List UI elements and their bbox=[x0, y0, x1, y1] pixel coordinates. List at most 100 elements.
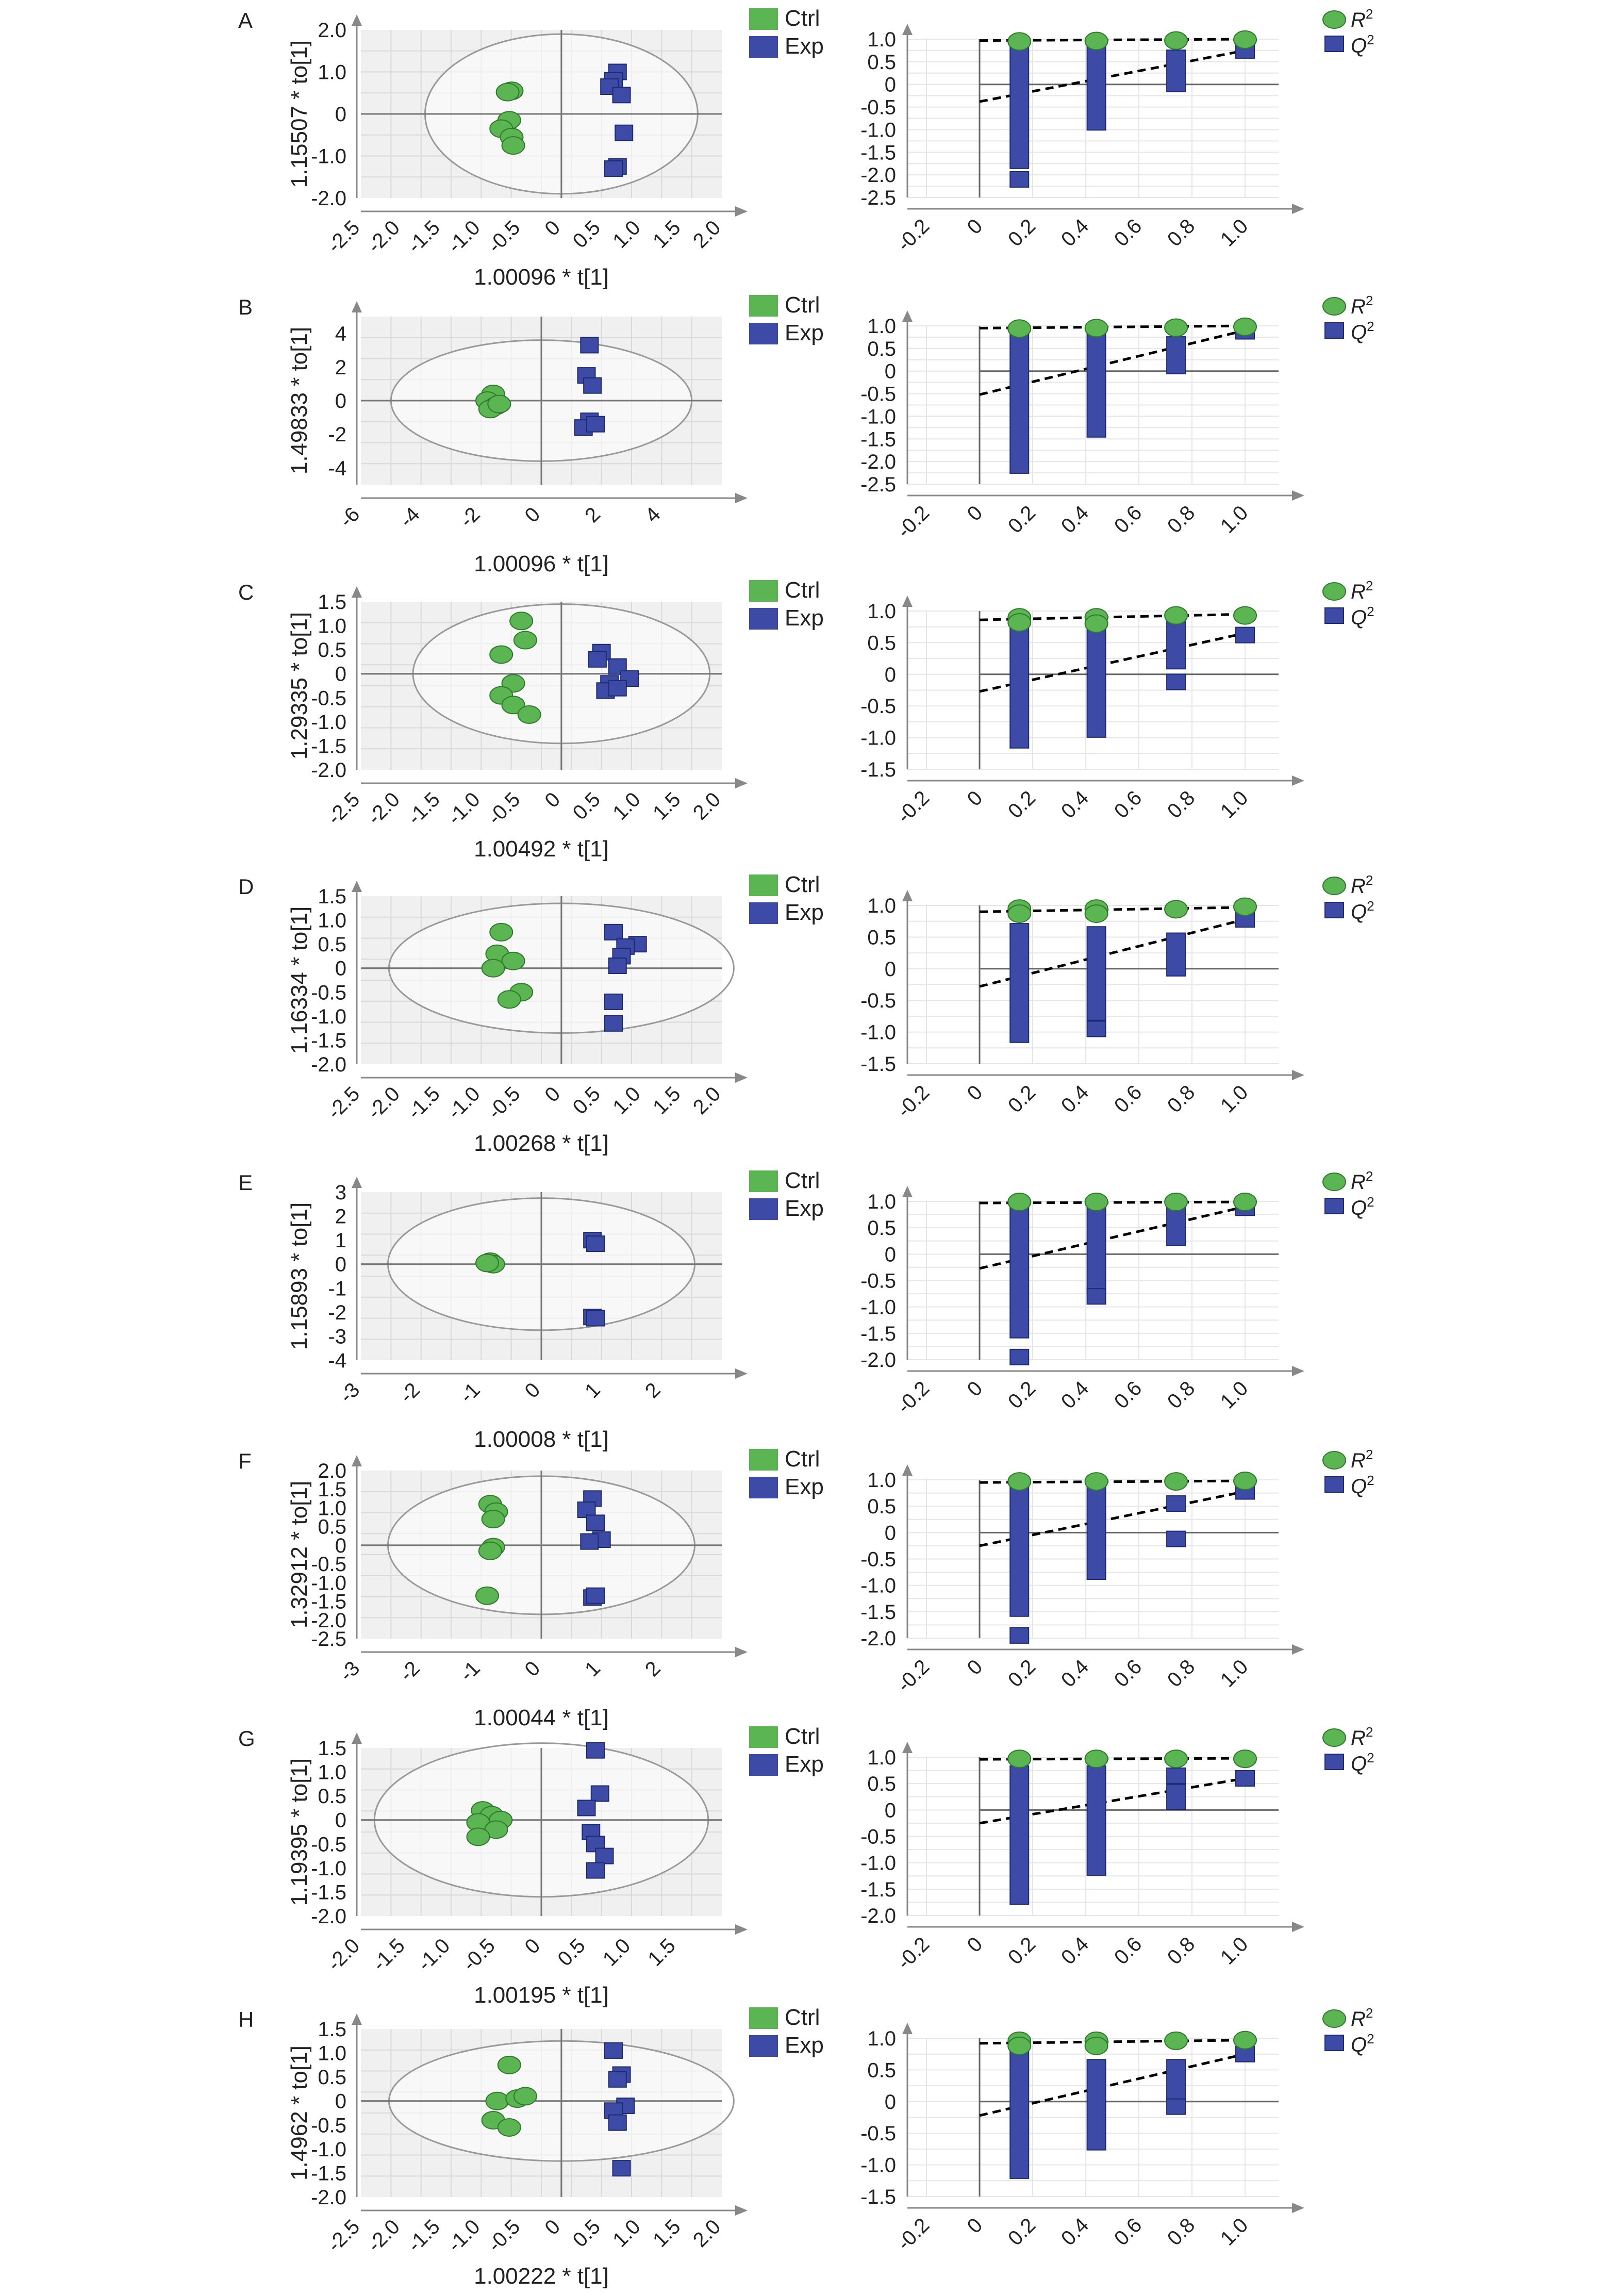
exp-point bbox=[608, 680, 627, 697]
x-tick-label: -2.0 bbox=[363, 788, 404, 829]
x-tick-label: 0.5 bbox=[569, 788, 605, 824]
exp-point bbox=[580, 337, 599, 354]
score-plot: -2.0-1.5-1.0-0.500.51.01.5-2.5-2.0-1.5-1… bbox=[287, 872, 824, 1156]
ctrl-point bbox=[517, 705, 541, 724]
y-tick-label: 0 bbox=[885, 360, 896, 383]
ctrl-point bbox=[501, 136, 525, 155]
legend-q2-marker bbox=[1324, 322, 1344, 339]
panel-b: B -4 -2 0 2 4 -6 -4 -2 0 2 4 1.00096 * t[1] 1.49833 *… bbox=[238, 292, 1374, 576]
x-tick-label: 0.2 bbox=[1004, 1081, 1040, 1117]
x-tick-label: -0.2 bbox=[893, 786, 934, 828]
r2-point bbox=[1233, 897, 1257, 916]
ctrl-point bbox=[487, 394, 511, 414]
legend-q2-label: Q2 bbox=[1351, 898, 1374, 923]
x-tick-label: -2.0 bbox=[323, 1934, 364, 1975]
x-tick-label: 0.4 bbox=[1057, 1933, 1093, 1969]
legend-r2-marker bbox=[1322, 297, 1346, 316]
y-tick-label: -0.5 bbox=[311, 687, 346, 709]
y-tick-label: -2.0 bbox=[860, 1905, 896, 1927]
x-tick-label: 0.6 bbox=[1110, 1377, 1146, 1413]
q2-point-stack bbox=[1086, 325, 1106, 438]
x-tick-label: 0.6 bbox=[1110, 214, 1146, 251]
q2-point-stack bbox=[1086, 1480, 1106, 1580]
y-tick-label: -2.0 bbox=[311, 1053, 346, 1076]
x-tick-label: 0 bbox=[540, 788, 565, 812]
x-tick-label: 0.8 bbox=[1163, 2214, 1199, 2250]
y-tick-label: 0.5 bbox=[867, 338, 896, 360]
q2-point bbox=[1009, 1348, 1030, 1365]
y-tick-label: -1.0 bbox=[860, 405, 896, 428]
y-tick-label: -0.5 bbox=[311, 1553, 346, 1576]
y-axis-title: 1.15893 * to[1] bbox=[287, 1202, 312, 1350]
x-axis-title: 1.00195 * t[1] bbox=[474, 1983, 609, 2008]
x-axis-title: 1.00222 * t[1] bbox=[474, 2264, 609, 2289]
panel-c: C-2.0-1.5-1.0-0.500.51.01.5-2.5-2.0-1.5-… bbox=[238, 577, 1374, 862]
ctrl-point bbox=[475, 1586, 499, 1605]
x-tick-label: 0.2 bbox=[1004, 1377, 1040, 1413]
q2-point-stack bbox=[1009, 325, 1030, 474]
y-tick-label: 1.0 bbox=[867, 600, 896, 623]
r2-point bbox=[1164, 2031, 1188, 2050]
y-tick-label: 0 bbox=[335, 1534, 346, 1557]
panel-label: F bbox=[238, 1449, 252, 1473]
y-tick-label: -2.0 bbox=[860, 1349, 896, 1372]
panel-a: A-2.0-1.001.02.0-2.5-2.0-1.5-1.0-0.5 0 0.5… bbox=[238, 6, 1374, 290]
exp-point bbox=[612, 2160, 631, 2177]
x-tick-label: 0.2 bbox=[1004, 214, 1040, 251]
r2-point bbox=[1164, 1472, 1188, 1491]
y-tick-label: 0.5 bbox=[867, 926, 896, 949]
y-tick-label: 0 bbox=[335, 390, 346, 412]
permutation-plot: -2.0 -1.5 -1.0 -0.5 0 0.5 1.0 -0.2 0 0.2 0.4 0.6 0.8… bbox=[860, 1168, 1374, 1418]
x-tick-label: 1.5 bbox=[649, 2215, 685, 2251]
legend-r2-superscript: 2 bbox=[1366, 1724, 1373, 1740]
y-tick-label: -2 bbox=[328, 1301, 346, 1324]
legend-exp-swatch bbox=[749, 1477, 778, 1498]
x-axis-arrow bbox=[1292, 1644, 1304, 1655]
legend-q2-superscript: 2 bbox=[1367, 604, 1374, 619]
x-tick-label: 0 bbox=[963, 1081, 987, 1105]
y-tick-label: -1.5 bbox=[311, 1591, 346, 1613]
x-axis-arrow bbox=[1292, 490, 1304, 501]
r2-point bbox=[1233, 2031, 1257, 2050]
q2-point-stack bbox=[1086, 926, 1106, 1021]
legend-exp-label: Exp bbox=[785, 1196, 824, 1221]
y-tick-label: 0 bbox=[885, 2091, 896, 2114]
y-tick-label: 0.5 bbox=[867, 51, 896, 74]
legend-r2-label: R2 bbox=[1351, 578, 1373, 603]
x-tick-label: 0.5 bbox=[569, 216, 605, 252]
q2-point-stack bbox=[1009, 622, 1030, 749]
y-tick-label: -4 bbox=[328, 457, 346, 480]
y-tick-label: -1.0 bbox=[311, 1572, 346, 1594]
y-tick-label: -1.5 bbox=[311, 1029, 346, 1052]
x-axis-arrow bbox=[1292, 204, 1304, 214]
ctrl-point bbox=[495, 82, 520, 102]
r2-point bbox=[1084, 1193, 1108, 1212]
q2-point bbox=[1166, 1495, 1186, 1512]
y-tick-label: -2.0 bbox=[860, 451, 896, 473]
x-tick-label: 0.8 bbox=[1163, 1377, 1199, 1413]
x-tick-label: 0 bbox=[540, 216, 565, 240]
y-tick-label: 0.5 bbox=[867, 1217, 896, 1240]
y-tick-label: 1.0 bbox=[318, 1761, 346, 1784]
legend-q2-label: Q2 bbox=[1351, 1473, 1374, 1498]
q2-point bbox=[1009, 171, 1030, 188]
q2-point-stack bbox=[1086, 621, 1106, 738]
y-tick-label: -1.0 bbox=[860, 1021, 896, 1044]
exp-point bbox=[612, 87, 631, 104]
x-tick-label: -2.5 bbox=[323, 216, 364, 257]
y-tick-label: -2.0 bbox=[311, 2186, 346, 2209]
x-tick-label: 0.8 bbox=[1163, 214, 1199, 251]
y-tick-label: -0.5 bbox=[860, 1270, 896, 1293]
panel-label: H bbox=[238, 2007, 254, 2032]
x-tick-label: -1.0 bbox=[413, 1934, 455, 1975]
legend-r2-marker bbox=[1322, 1451, 1346, 1470]
y-tick-label: 1.0 bbox=[867, 1746, 896, 1769]
y-tick-label: -2.5 bbox=[860, 473, 896, 496]
q2-point-stack bbox=[1086, 2059, 1106, 2151]
score-plot: -4 -2 0 2 4 -6 -4 -2 0 2 4 1.00096 * t[1] 1.49833 * … bbox=[287, 292, 824, 576]
x-tick-label: 0 bbox=[521, 1378, 545, 1402]
q2-point-stack bbox=[1166, 2059, 1186, 2100]
y-tick-label: -4 bbox=[328, 1349, 346, 1372]
legend-ctrl-swatch bbox=[749, 1726, 778, 1748]
y-tick-label: 1.0 bbox=[867, 1191, 896, 1213]
